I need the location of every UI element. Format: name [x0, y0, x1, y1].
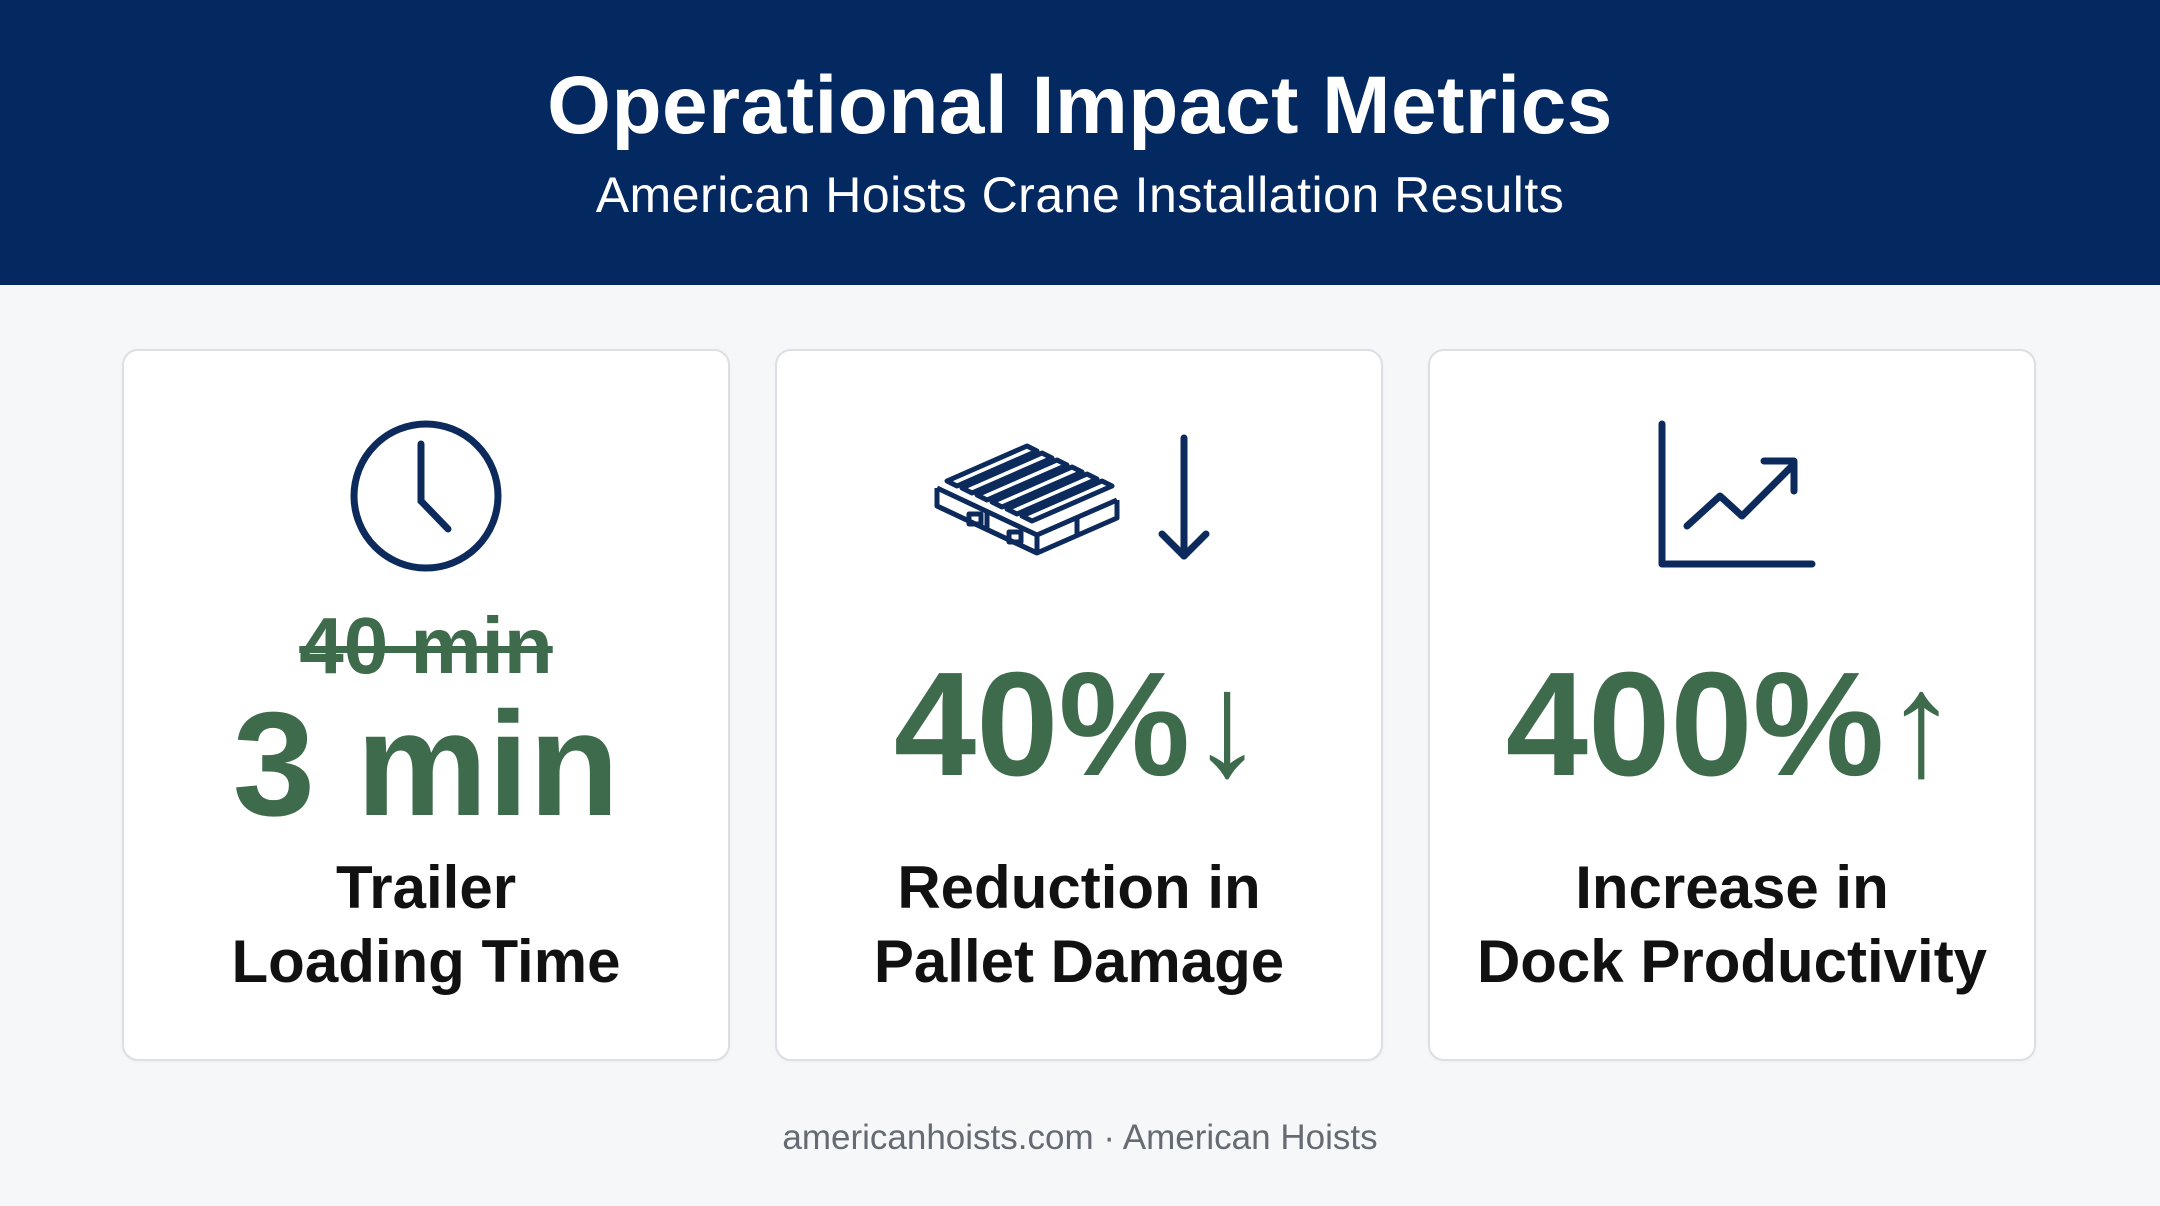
footer-credit: americanhoists.com · American Hoists	[782, 1118, 1378, 1157]
metric-label: Increase in Dock Productivity	[1430, 851, 2034, 999]
header-banner: Operational Impact Metrics American Hois…	[0, 0, 2160, 285]
metric-label-line1: Reduction in	[897, 854, 1261, 921]
metric-value: 3 min	[232, 682, 620, 847]
page-title: Operational Impact Metrics	[547, 60, 1613, 151]
metric-value: 400%↑	[1505, 642, 1959, 807]
clock-icon	[124, 406, 728, 586]
metric-card-pallet-damage: 40%↓ Reduction in Pallet Damage	[775, 349, 1383, 1061]
metric-label-line2: Dock Productivity	[1476, 928, 1988, 995]
metric-value: 40%↓	[893, 642, 1265, 807]
metric-label-line1: Trailer	[335, 854, 517, 921]
metric-label-line2: Pallet Damage	[873, 928, 1285, 995]
metric-label: Trailer Loading Time	[124, 851, 728, 999]
page-subtitle: American Hoists Crane Installation Resul…	[595, 167, 1565, 223]
pallet-down-arrow-icon	[777, 406, 1381, 586]
metric-label: Reduction in Pallet Damage	[777, 851, 1381, 999]
metric-label-line2: Loading Time	[231, 928, 621, 995]
metric-label-line1: Increase in	[1575, 854, 1889, 921]
previous-value: 40 min	[299, 601, 553, 690]
rising-chart-icon	[1430, 406, 2034, 586]
metric-card-dock-productivity: 400%↑ Increase in Dock Productivity	[1428, 349, 2036, 1061]
metric-card-loading-time: 40 min 3 min Trailer Loading Time	[122, 349, 730, 1061]
